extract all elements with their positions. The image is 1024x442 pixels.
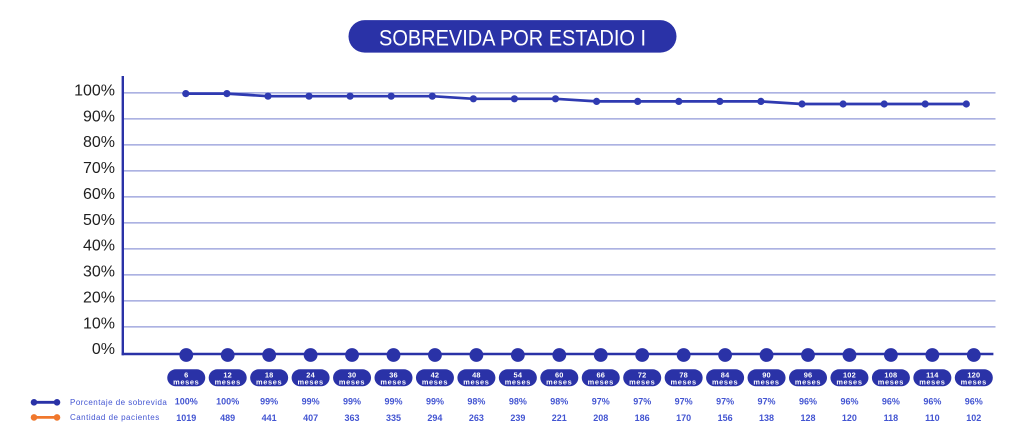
svg-text:10%: 10% <box>83 315 115 332</box>
svg-text:meses: meses <box>836 377 862 386</box>
svg-text:12: 12 <box>223 370 232 379</box>
svg-text:100%: 100% <box>175 397 198 407</box>
svg-text:60%: 60% <box>83 186 115 203</box>
svg-text:meses: meses <box>339 377 365 386</box>
svg-text:Porcentaje de sobrevida: Porcentaje de sobrevida <box>70 398 167 407</box>
svg-text:96%: 96% <box>965 397 983 407</box>
svg-text:97%: 97% <box>758 397 776 407</box>
svg-text:72: 72 <box>638 370 647 379</box>
svg-text:128: 128 <box>800 413 815 423</box>
svg-text:6: 6 <box>184 370 188 379</box>
svg-text:meses: meses <box>712 377 738 386</box>
svg-text:meses: meses <box>795 377 821 386</box>
svg-text:meses: meses <box>505 377 531 386</box>
svg-text:239: 239 <box>510 413 525 423</box>
svg-text:70%: 70% <box>83 160 115 177</box>
svg-text:102: 102 <box>843 370 856 379</box>
svg-text:42: 42 <box>431 370 440 379</box>
svg-text:meses: meses <box>173 377 199 386</box>
svg-text:50%: 50% <box>83 212 115 229</box>
svg-text:99%: 99% <box>260 397 278 407</box>
svg-text:156: 156 <box>718 413 733 423</box>
svg-text:99%: 99% <box>343 397 361 407</box>
svg-text:99%: 99% <box>384 397 402 407</box>
svg-text:489: 489 <box>220 413 235 423</box>
svg-text:90%: 90% <box>83 108 115 125</box>
svg-text:60: 60 <box>555 370 564 379</box>
svg-text:97%: 97% <box>592 397 610 407</box>
svg-text:18: 18 <box>265 370 274 379</box>
svg-text:120: 120 <box>967 370 980 379</box>
svg-text:96: 96 <box>804 370 813 379</box>
svg-text:221: 221 <box>552 413 567 423</box>
svg-text:48: 48 <box>472 370 481 379</box>
svg-text:96%: 96% <box>923 397 941 407</box>
svg-text:84: 84 <box>721 370 730 379</box>
svg-text:97%: 97% <box>675 397 693 407</box>
svg-text:40%: 40% <box>83 238 115 255</box>
svg-text:20%: 20% <box>83 290 115 307</box>
svg-text:170: 170 <box>676 413 691 423</box>
svg-text:97%: 97% <box>633 397 651 407</box>
svg-text:335: 335 <box>386 413 401 423</box>
svg-text:meses: meses <box>546 377 572 386</box>
svg-text:30: 30 <box>348 370 357 379</box>
svg-text:120: 120 <box>842 413 857 423</box>
svg-text:138: 138 <box>759 413 774 423</box>
svg-text:Cantidad de pacientes: Cantidad de pacientes <box>70 413 160 422</box>
svg-text:SOBREVIDA POR ESTADIO I: SOBREVIDA POR ESTADIO I <box>379 25 646 50</box>
svg-text:1019: 1019 <box>176 413 196 423</box>
svg-text:98%: 98% <box>550 397 568 407</box>
svg-text:102: 102 <box>966 413 981 423</box>
svg-text:meses: meses <box>919 377 945 386</box>
svg-text:294: 294 <box>427 413 442 423</box>
svg-text:363: 363 <box>345 413 360 423</box>
svg-text:24: 24 <box>306 370 315 379</box>
svg-text:97%: 97% <box>716 397 734 407</box>
svg-text:meses: meses <box>629 377 655 386</box>
svg-text:meses: meses <box>215 377 241 386</box>
svg-text:78: 78 <box>679 370 688 379</box>
svg-text:meses: meses <box>878 377 904 386</box>
svg-text:66: 66 <box>596 370 605 379</box>
svg-text:99%: 99% <box>426 397 444 407</box>
svg-text:98%: 98% <box>509 397 527 407</box>
svg-text:100%: 100% <box>74 83 115 100</box>
svg-text:100%: 100% <box>216 397 239 407</box>
svg-text:meses: meses <box>463 377 489 386</box>
svg-text:98%: 98% <box>467 397 485 407</box>
svg-text:114: 114 <box>926 370 939 379</box>
svg-text:80%: 80% <box>83 134 115 151</box>
svg-text:96%: 96% <box>799 397 817 407</box>
svg-text:99%: 99% <box>302 397 320 407</box>
svg-text:108: 108 <box>884 370 897 379</box>
svg-text:96%: 96% <box>882 397 900 407</box>
svg-text:96%: 96% <box>840 397 858 407</box>
svg-text:263: 263 <box>469 413 484 423</box>
svg-text:meses: meses <box>671 377 697 386</box>
svg-text:meses: meses <box>297 377 323 386</box>
svg-text:36: 36 <box>389 370 398 379</box>
svg-text:441: 441 <box>262 413 277 423</box>
svg-text:meses: meses <box>380 377 406 386</box>
svg-text:meses: meses <box>588 377 614 386</box>
svg-text:meses: meses <box>961 377 987 386</box>
svg-text:meses: meses <box>422 377 448 386</box>
svg-text:meses: meses <box>256 377 282 386</box>
svg-text:30%: 30% <box>83 264 115 281</box>
svg-text:54: 54 <box>514 370 523 379</box>
svg-text:208: 208 <box>593 413 608 423</box>
svg-text:407: 407 <box>303 413 318 423</box>
svg-text:meses: meses <box>753 377 779 386</box>
svg-text:0%: 0% <box>92 341 115 358</box>
svg-text:110: 110 <box>925 413 940 423</box>
svg-text:186: 186 <box>635 413 650 423</box>
svg-text:90: 90 <box>762 370 771 379</box>
svg-text:118: 118 <box>884 413 899 423</box>
